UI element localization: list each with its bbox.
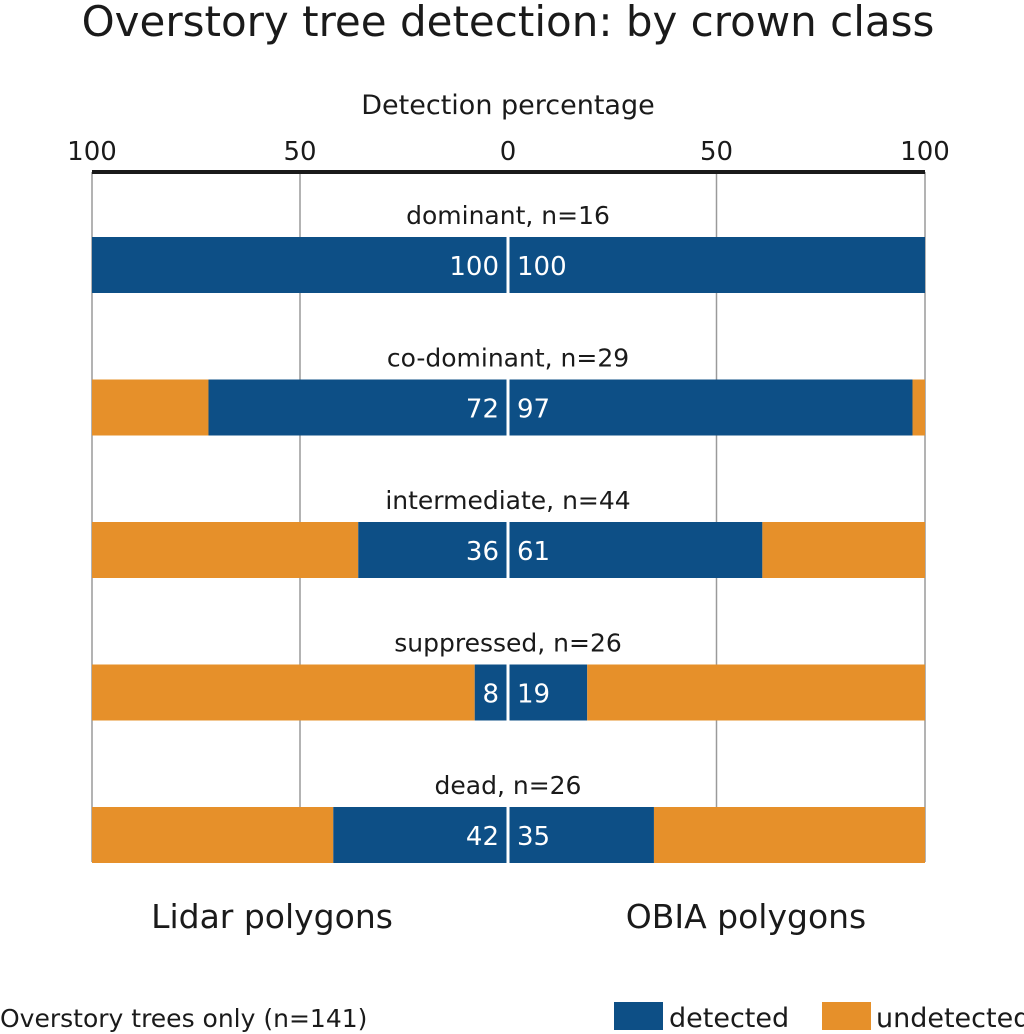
legend-swatch-detected: [614, 1002, 663, 1030]
bar-obia-detected: [508, 664, 588, 721]
x-axis-label: Detection percentage: [361, 90, 654, 121]
bar-obia-detected: [508, 237, 925, 293]
series-label-left: Lidar polygons: [151, 897, 393, 936]
bar-lidar-undetected: [92, 522, 359, 578]
bars: dominant, n=16 100 100 co-dominant, n=29 72 9…: [92, 198, 925, 863]
series-label-right: OBIA polygons: [626, 897, 867, 936]
bar-obia-detected: [508, 807, 654, 863]
bar-lidar-undetected: [92, 664, 475, 721]
legend-label-detected: detected: [669, 1003, 789, 1034]
category-label-bg: [340, 198, 676, 232]
value-label-obia: 61: [517, 537, 550, 567]
value-label-lidar: 42: [466, 822, 499, 852]
bar-obia-undetected: [912, 379, 925, 436]
bar-obia-detected: [508, 379, 913, 436]
tick-label: 50: [283, 137, 316, 167]
category-label: co-dominant, n=29: [387, 344, 629, 373]
chart-title: Overstory tree detection: by crown class: [82, 0, 935, 46]
category-label-bg: [340, 768, 676, 802]
value-label-obia: 97: [517, 395, 550, 425]
bar-lidar-detected: [208, 379, 509, 436]
bar-lidar-detected: [474, 664, 508, 721]
legend-swatch-undetected: [822, 1002, 871, 1030]
value-label-obia: 100: [517, 252, 567, 282]
bar-obia-undetected: [587, 664, 925, 721]
category-label-bg: [340, 625, 676, 660]
value-label-obia: 19: [517, 680, 550, 710]
tick-label: 100: [900, 137, 950, 167]
category-label: dead, n=26: [435, 771, 582, 800]
category-label-bg: [340, 483, 676, 517]
value-label-lidar: 36: [466, 537, 499, 567]
bar-lidar-undetected: [92, 807, 334, 863]
bar-obia-undetected: [653, 807, 925, 863]
value-label-lidar: 72: [466, 395, 499, 425]
category-label: suppressed, n=26: [394, 629, 622, 658]
bar-obia-undetected: [762, 522, 925, 578]
bar-obia-detected: [508, 522, 763, 578]
legend-label-undetected: undetected: [876, 1003, 1024, 1034]
footnote: Overstory trees only (n=141): [0, 1004, 367, 1033]
category-label-bg: [340, 340, 676, 375]
bar-lidar-undetected: [92, 379, 209, 436]
category-label: intermediate, n=44: [385, 486, 630, 515]
tick-label: 50: [700, 137, 733, 167]
tick-label: 0: [500, 137, 517, 167]
value-label-lidar: 100: [449, 252, 499, 282]
value-label-obia: 35: [517, 822, 550, 852]
category-label: dominant, n=16: [406, 201, 610, 230]
bar-lidar-detected: [333, 807, 508, 863]
tick-labels: 100 50 0 50 100: [67, 137, 950, 167]
tick-label: 100: [67, 137, 117, 167]
bar-lidar-detected: [92, 237, 508, 293]
legend: detected undetected: [614, 1002, 1024, 1034]
value-label-lidar: 8: [482, 680, 499, 710]
bar-lidar-detected: [358, 522, 508, 578]
